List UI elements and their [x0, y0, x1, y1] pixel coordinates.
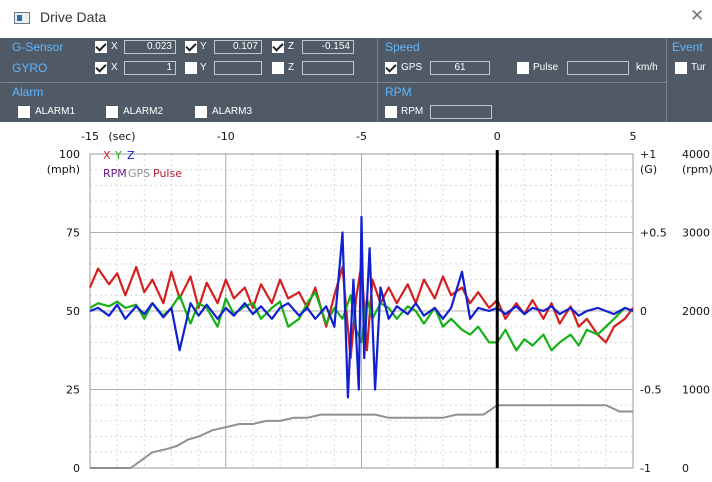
gyro-z-label: Z: [288, 62, 295, 73]
gyro-x-value: 1: [124, 61, 176, 75]
gsensor-x-value: 0.023: [124, 40, 176, 54]
close-icon[interactable]: ✕: [690, 6, 705, 26]
left-unit-label: (mph): [47, 163, 80, 176]
series-y-line: [89, 291, 634, 352]
gyro-header: GYRO: [12, 61, 48, 75]
legend-rpm: RPM: [103, 167, 127, 180]
g-tick-label: +0.5: [640, 227, 667, 240]
x-tick-label: 0: [494, 130, 501, 143]
gyro-x-checkbox[interactable]: [95, 62, 107, 74]
left-tick-label: 25: [66, 384, 80, 397]
speed-unit: km/h: [636, 62, 658, 73]
divider: [666, 38, 667, 122]
window-title: Drive Data: [40, 9, 107, 25]
g-tick-label: 0: [640, 305, 647, 318]
gps-checkbox[interactable]: [385, 62, 397, 74]
speed-header: Speed: [385, 40, 420, 54]
g-tick-label: -0.5: [640, 384, 661, 397]
gyro-y-value: [214, 61, 262, 75]
x-unit-label: (sec): [108, 130, 135, 143]
legend-x: X: [103, 149, 111, 162]
g-unit-label: (G): [640, 163, 657, 176]
alarm-header: Alarm: [12, 85, 44, 99]
rpm-tick-label: 4000: [682, 148, 710, 161]
gsensor-z-value: -0.154: [302, 40, 354, 54]
x-tick-label: 5: [630, 130, 637, 143]
legend-gps: GPS: [128, 167, 150, 180]
alarm2-checkbox[interactable]: [106, 106, 118, 118]
gsensor-z-label: Z: [288, 41, 295, 52]
rpm-tick-label: 3000: [682, 227, 710, 240]
rpm-header: RPM: [385, 85, 412, 99]
gyro-z-checkbox[interactable]: [272, 62, 284, 74]
alarm2-label: ALARM2: [123, 106, 164, 117]
left-tick-label: 50: [66, 305, 80, 318]
rpm-tick-label: 1000: [682, 384, 710, 397]
rpm-checkbox[interactable]: [385, 106, 397, 118]
gsensor-y-checkbox[interactable]: [185, 41, 197, 53]
gyro-x-label: X: [111, 62, 118, 73]
rpm-value: [430, 105, 492, 119]
app-icon: [14, 12, 30, 24]
divider: [377, 38, 378, 122]
rpm-unit-label: (rpm): [682, 163, 712, 176]
left-tick-label: 75: [66, 227, 80, 240]
series-z-line: [89, 215, 634, 399]
legend-y: Y: [114, 149, 122, 162]
divider: [0, 82, 377, 83]
pulse-label: Pulse: [533, 62, 559, 73]
rpm-tick-label: 2000: [682, 305, 710, 318]
alarm3-label: ALARM3: [212, 106, 253, 117]
gsensor-header: G-Sensor: [12, 40, 64, 54]
drive-chart: -15 -10 -5 0 5(sec)1007550250(mph)+1+0.50-0.…: [0, 122, 712, 482]
left-tick-label: 100: [59, 148, 80, 161]
gps-label: GPS: [401, 62, 423, 73]
legend-z: Z: [127, 149, 135, 162]
gsensor-x-checkbox[interactable]: [95, 41, 107, 53]
x-tick-label: -15: [81, 130, 99, 143]
settings-panel: G-Sensor X 0.023 Y 0.107 Z -0.154 GYRO X…: [0, 38, 712, 122]
gps-value: 61: [430, 61, 490, 75]
gsensor-y-label: Y: [200, 41, 207, 52]
rpm-tick-label: 0: [682, 462, 689, 475]
event-header: Event: [672, 40, 703, 54]
rpm-label: RPM: [401, 106, 424, 117]
event-turn-label: Tur: [691, 62, 706, 73]
alarm1-label: ALARM1: [35, 106, 76, 117]
x-tick-label: -5: [356, 130, 367, 143]
left-tick-label: 0: [73, 462, 80, 475]
x-tick-label: -10: [217, 130, 235, 143]
title-bar: Drive Data ✕: [0, 0, 712, 38]
pulse-value: [567, 61, 629, 75]
g-tick-label: +1: [640, 148, 656, 161]
gyro-y-label: Y: [200, 62, 207, 73]
alarm3-checkbox[interactable]: [195, 106, 207, 118]
gyro-y-checkbox[interactable]: [185, 62, 197, 74]
divider: [377, 82, 666, 83]
series-gps-line: [90, 404, 633, 469]
event-turn-checkbox[interactable]: [675, 62, 687, 74]
gyro-z-value: [302, 61, 354, 75]
gsensor-y-value: 0.107: [214, 40, 262, 54]
gsensor-z-checkbox[interactable]: [272, 41, 284, 53]
g-tick-label: -1: [640, 462, 651, 475]
gsensor-x-label: X: [111, 41, 118, 52]
legend-pulse: Pulse: [153, 167, 182, 180]
pulse-checkbox[interactable]: [517, 62, 529, 74]
alarm1-checkbox[interactable]: [18, 106, 30, 118]
